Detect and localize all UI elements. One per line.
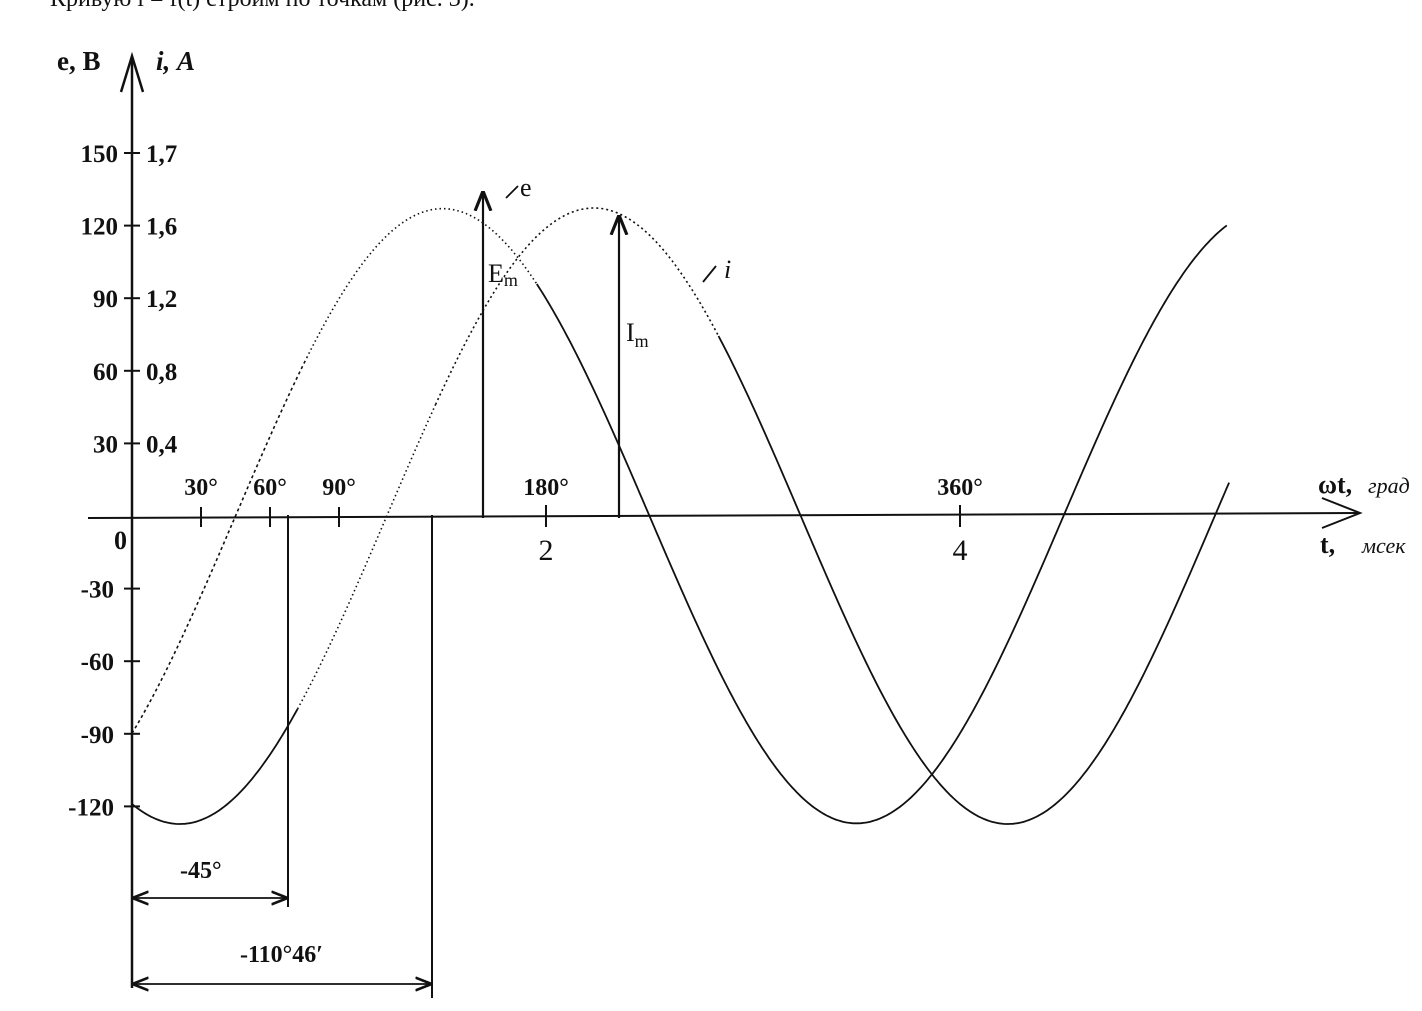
e-label-leader: [505, 185, 519, 199]
y-tick-label-e: 150: [81, 141, 119, 168]
phase-annotations: -45° -110°46′: [134, 515, 433, 998]
series-i-curve: [434, 207, 720, 405]
phase-i-label: -110°46′: [240, 942, 323, 968]
y-tick-label-e: 60: [93, 359, 118, 386]
series-i-curve: [717, 335, 1230, 825]
em-label: Em: [488, 259, 518, 290]
series-curves: [131, 207, 1230, 825]
amplitude-markers: Em Im: [483, 193, 649, 518]
y-tick-label-i: 1,2: [146, 286, 177, 313]
i-label-leader: [702, 265, 717, 283]
y-tick-label-e: -90: [81, 722, 114, 749]
x-tick-label-ms: 2: [539, 534, 554, 567]
y-tick-label-i: 1,6: [146, 214, 177, 241]
series-e-curve: [131, 357, 308, 734]
series-i-curve: [131, 708, 299, 825]
phase-e-label: -45°: [180, 858, 222, 884]
origin-label: 0: [114, 526, 127, 555]
x-tick-label-deg: 90°: [322, 475, 356, 501]
x-tick-label-deg: 60°: [253, 475, 287, 501]
x-axis-arrow: [1321, 497, 1363, 529]
y-ticks: 150 1,7 120 1,6 90 1,2 60 0,8 30 0,4 -30 -60 -90 -120: [68, 141, 178, 821]
series-i-curve: [296, 404, 437, 710]
y-tick-label-i: 0,4: [146, 431, 178, 458]
y-axis-arrow: [119, 51, 145, 93]
i-curve-label: i: [724, 255, 731, 284]
y-tick-label-e: -60: [81, 649, 114, 676]
x-axis-label-wt-unit: град: [1368, 473, 1410, 498]
x-axis-label-t-unit: мсек: [1361, 533, 1406, 558]
x-tick-label-deg: 30°: [184, 475, 218, 501]
x-ticks: 30° 60° 90° 180° 360° 2 4: [184, 475, 983, 567]
y-tick-label-e: 120: [81, 214, 119, 241]
y-axis-label-i: i, А: [156, 46, 195, 76]
y-tick-label-e: -120: [68, 794, 114, 821]
y-axis-label-e: e, В: [57, 46, 101, 76]
im-label: Im: [626, 318, 649, 351]
y-tick-label-i: 1,7: [146, 141, 177, 168]
y-tick-label-e: -30: [81, 577, 114, 604]
x-tick-label-ms: 4: [953, 534, 968, 567]
axes: [87, 51, 1363, 988]
x-tick-label-deg: 360°: [937, 475, 983, 501]
curve-labels: e i: [505, 173, 731, 284]
y-tick-label-e: 30: [93, 431, 118, 458]
x-tick-label-deg: 180°: [523, 475, 569, 501]
x-axis-label-wt: ωt,: [1318, 470, 1352, 499]
y-tick-label-i: 0,8: [146, 359, 177, 386]
y-tick-label-e: 90: [93, 286, 118, 313]
x-axis-line: [87, 512, 1359, 519]
series-e-curve: [536, 224, 1228, 825]
header-fragment: Кривую i = f(t) строим по точкам (рис. 3…: [50, 0, 475, 12]
e-curve-label: e: [520, 173, 532, 202]
x-axis-label-t: t,: [1320, 530, 1335, 559]
